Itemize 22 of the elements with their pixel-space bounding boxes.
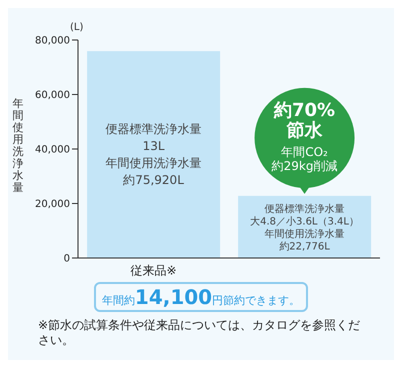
y-tick-label: 20,000 bbox=[35, 199, 70, 210]
data-label: 約22,776L bbox=[279, 242, 330, 253]
x-tick-label: 従来品※ bbox=[130, 264, 177, 278]
text: (L) bbox=[70, 22, 84, 33]
y-tick-label: 80,000 bbox=[35, 36, 70, 47]
annotation: 大4.8／小3.6L（3.4L） bbox=[250, 216, 359, 228]
annotation: 便器標準洗浄水量 bbox=[264, 203, 345, 216]
annotation: 13L bbox=[142, 139, 165, 154]
y-axis-title: 年間使用洗浄水量 bbox=[106, 156, 202, 170]
annotation: 便器標準洗浄水量 bbox=[106, 122, 202, 136]
text: 年間使用洗浄水量 bbox=[12, 97, 24, 194]
y-tick-label: 60,000 bbox=[35, 90, 70, 102]
y-tick-label: 40,000 bbox=[35, 144, 70, 156]
annotation: 約70% bbox=[273, 100, 336, 121]
annotation: 約29kg削減 bbox=[272, 158, 338, 173]
annotation: 年間CO₂ bbox=[281, 144, 328, 159]
y-tick-label: 0 bbox=[64, 254, 70, 265]
text: 年間約14,100円節約できます。 bbox=[102, 285, 300, 309]
text: ※節水の試算条件や従来品については、カタログを参照ください。 bbox=[38, 318, 362, 348]
annotation: 節水 bbox=[286, 120, 324, 141]
data-label: 約75,920L bbox=[123, 173, 184, 188]
annotation: 年間使用洗浄水量 bbox=[264, 228, 345, 240]
